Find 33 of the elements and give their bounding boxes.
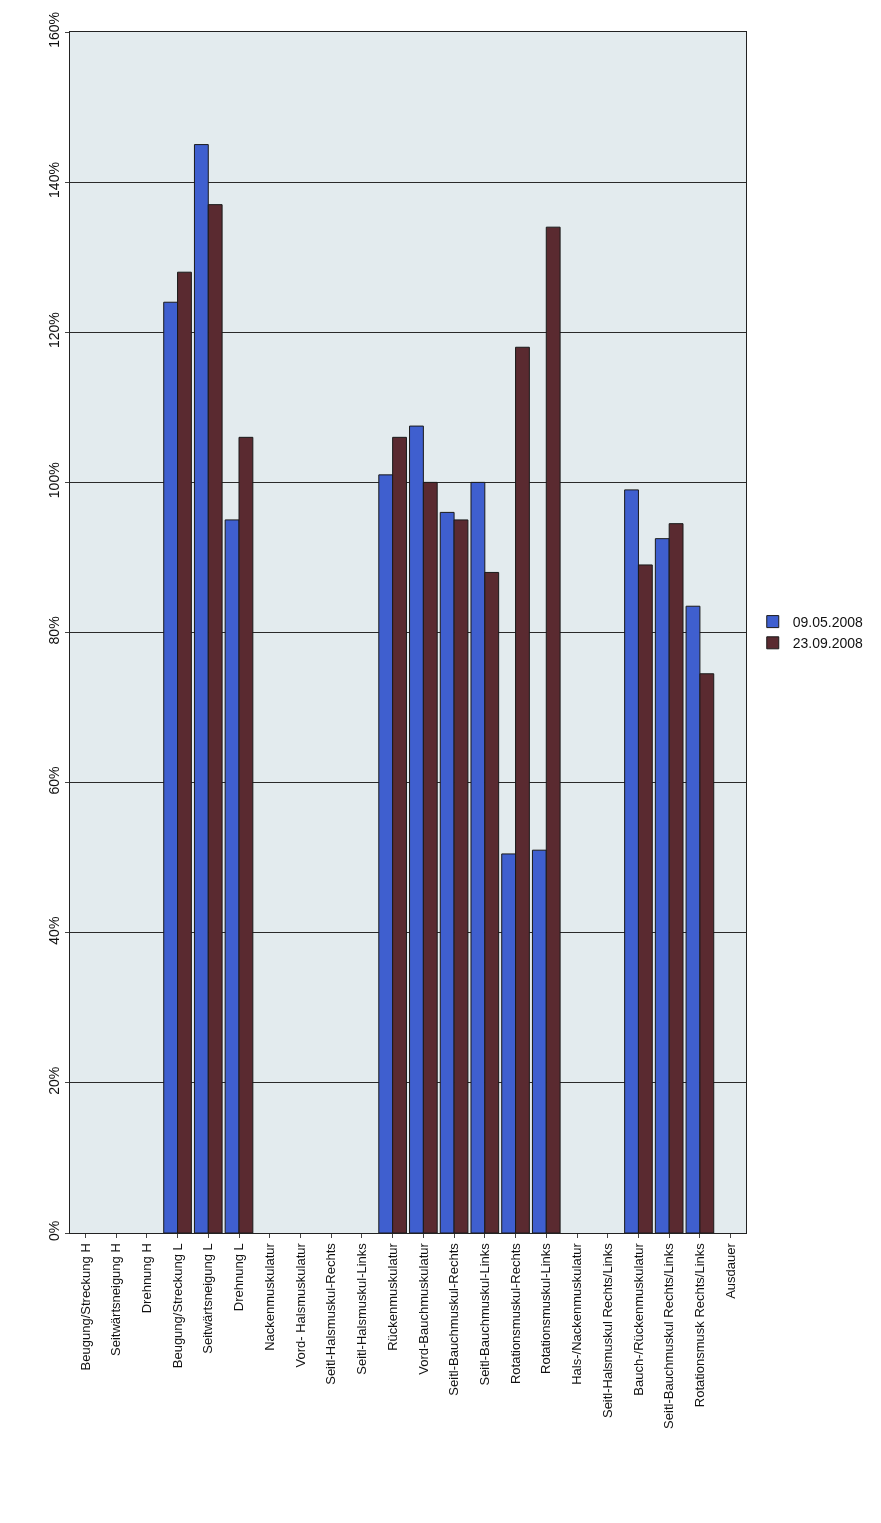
y-tick-label: 80%	[46, 616, 63, 645]
x-tick-label: Beugung/Streckung L	[169, 1243, 185, 1369]
x-tick-label: Nackenmuskulatur	[261, 1242, 277, 1351]
y-tick-label: 120%	[46, 312, 63, 349]
y-tick-label: 160%	[46, 11, 63, 48]
y-tick-label: 0%	[46, 1220, 63, 1242]
x-tick-label: Rotationsmusk Rechts/Links	[692, 1242, 708, 1408]
x-tick-label: Rotationsmuskul-Links	[538, 1242, 554, 1374]
y-tick-label: 140%	[46, 162, 63, 198]
y-tick-label: 40%	[46, 916, 63, 945]
x-tick-label: Drehnung H	[139, 1243, 155, 1314]
x-tick-label: Seitl-Bauchmuskul-Rechts	[446, 1242, 462, 1396]
legend-label: 23.09.2008	[792, 635, 864, 652]
x-tick-label: Bauch-/Rückenmuskulatur	[630, 1242, 646, 1396]
x-tick-label: Rückenmuskulatur	[384, 1242, 400, 1351]
x-tick-label: Seitwärtsneigung L	[200, 1243, 216, 1354]
x-tick-label: Seitl-Halsmuskul-Rechts	[323, 1242, 339, 1385]
x-tick-label: Beugung/Streckung H	[77, 1243, 93, 1371]
x-tick-label: Ausdauer	[722, 1242, 738, 1299]
x-tick-label: Seitl-Halsmuskul-Links	[354, 1242, 370, 1375]
x-tick-label: Drehnung L	[231, 1243, 247, 1312]
x-tick-label: Hals-/Nackenmuskulatur	[569, 1242, 585, 1385]
legend-label: 09.05.2008	[792, 614, 864, 631]
y-tick-label: 20%	[46, 1066, 63, 1095]
x-tick-label: Vord-Bauchmuskulatur	[415, 1242, 431, 1375]
x-tick-label: Seitl-Bauchmuskul Rechts/Links	[661, 1242, 677, 1429]
x-tick-label: Rotationsmuskul-Rechts	[507, 1242, 523, 1385]
y-tick-label: 100%	[46, 462, 63, 499]
x-tick-label: Seitl-Bauchmuskul-Links	[477, 1242, 493, 1386]
y-tick-label: 60%	[46, 766, 63, 795]
x-tick-label: Vord- Halsmuskulatur	[292, 1242, 308, 1368]
x-tick-label: Seitl-Halsmuskul Rechts/Links	[599, 1242, 615, 1419]
x-tick-label: Seitwärtsneigung H	[108, 1243, 124, 1356]
